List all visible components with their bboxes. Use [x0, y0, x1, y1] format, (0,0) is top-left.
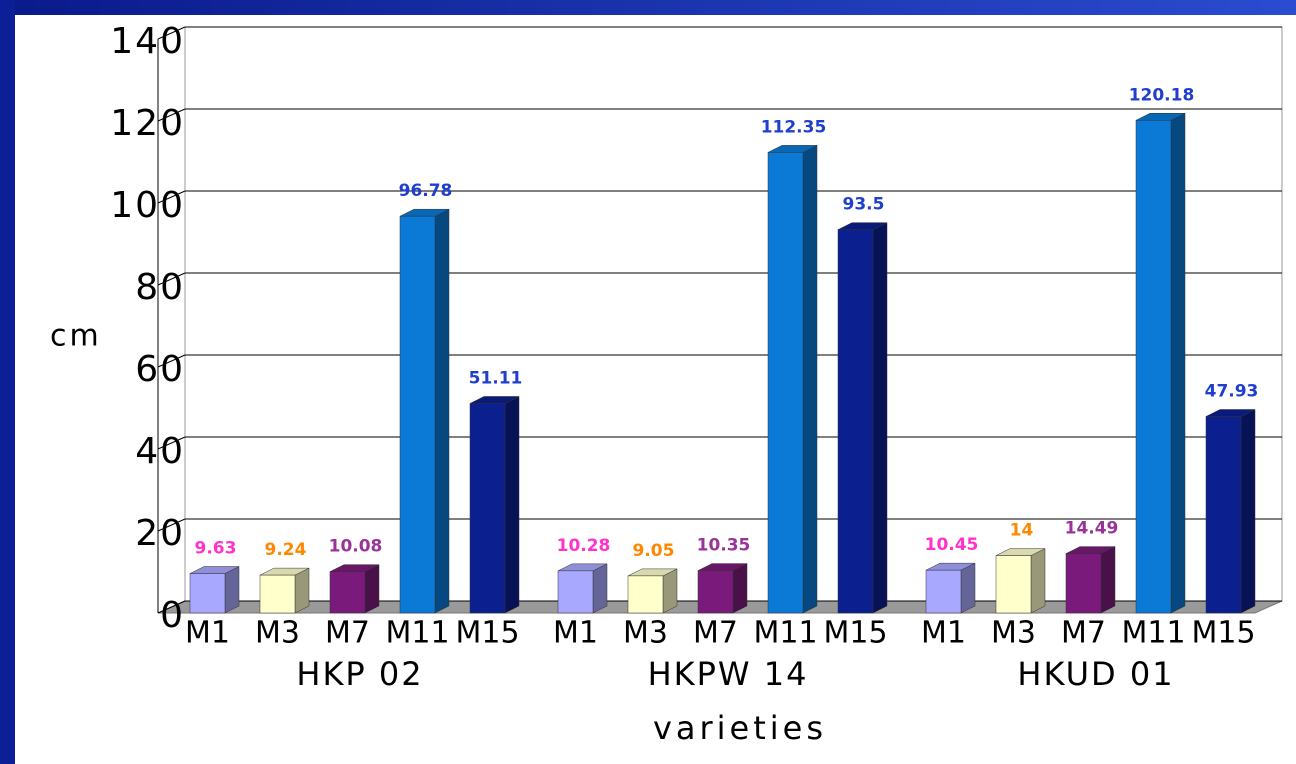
bar [1135, 120, 1172, 614]
bar [627, 575, 664, 614]
data-label: 14.49 [1065, 519, 1119, 539]
x-tick-label: M3 [255, 616, 300, 651]
data-label: 14 [1010, 521, 1034, 541]
x-tick-label: M15 [823, 616, 887, 651]
data-label: 9.24 [265, 540, 307, 560]
data-label: 51.11 [469, 368, 523, 388]
bar [925, 569, 962, 614]
y-tick-label: 120 [110, 103, 185, 144]
group-label: HKUD 01 [1017, 655, 1174, 693]
plot-bg [15, 15, 1296, 764]
x-tick-label: M11 [1121, 616, 1185, 651]
x-tick-label: M3 [623, 616, 668, 651]
data-label: 9.63 [195, 539, 237, 559]
data-label: 112.35 [761, 117, 827, 137]
y-tick-label: 60 [135, 349, 185, 390]
x-tick-label: M11 [385, 616, 449, 651]
bar-side [1170, 112, 1186, 614]
x-tick-label: M15 [455, 616, 519, 651]
group-label: HKPW 14 [648, 655, 809, 693]
grid-line-side [157, 108, 186, 122]
y-tick-label: 40 [135, 431, 185, 472]
grid-line-side [157, 272, 186, 286]
bar-side [960, 562, 976, 614]
grid-line-side [157, 436, 186, 450]
x-axis-label: varieties [653, 709, 827, 747]
y-axis-label: cm [50, 319, 102, 354]
bar-side [364, 564, 380, 614]
x-tick-label: M15 [1191, 616, 1255, 651]
bar [995, 555, 1032, 614]
grid-line-side [157, 190, 186, 204]
data-label: 9.05 [633, 541, 675, 561]
grid-line-side [157, 26, 186, 40]
group-label: HKP 02 [296, 655, 423, 693]
bar [697, 570, 734, 614]
bar [399, 215, 436, 614]
data-label: 47.93 [1205, 381, 1259, 401]
x-tick-label: M7 [1061, 616, 1106, 651]
bar-side [662, 568, 678, 614]
bar [1065, 553, 1102, 614]
x-tick-label: M3 [991, 616, 1036, 651]
x-tick-label: M1 [553, 616, 598, 651]
data-label: 96.78 [399, 181, 453, 201]
data-label: 10.08 [329, 537, 383, 557]
x-tick-label: M11 [753, 616, 817, 651]
x-tick-label: M1 [921, 616, 966, 651]
bar-side [224, 566, 240, 614]
bar [767, 152, 804, 614]
x-tick-label: M7 [325, 616, 370, 651]
bar [557, 570, 594, 614]
y-tick-label: 20 [135, 513, 185, 554]
bar [259, 574, 296, 614]
bar-side [872, 222, 888, 614]
x-tick-label: M7 [693, 616, 738, 651]
bar-side [504, 396, 520, 614]
bar [189, 573, 226, 614]
bar-side [592, 563, 608, 614]
y-tick-label: 100 [110, 185, 185, 226]
data-label: 10.45 [925, 535, 979, 555]
bar [837, 229, 874, 614]
bar [1205, 416, 1242, 614]
y-tick-label: 80 [135, 267, 185, 308]
bar [329, 571, 366, 614]
data-label: 10.28 [557, 536, 611, 556]
frame-left [0, 0, 15, 764]
grid-line-side [157, 354, 186, 368]
bar [469, 403, 506, 614]
data-label: 10.35 [697, 536, 751, 556]
bar-side [1030, 548, 1046, 614]
bar-side [802, 144, 818, 614]
bar-side [1100, 546, 1116, 614]
bar-side [434, 208, 450, 614]
x-tick-label: M1 [185, 616, 230, 651]
grid-line-side [157, 600, 186, 614]
y-tick-label: 0 [160, 595, 185, 636]
data-label: 120.18 [1129, 85, 1195, 105]
bar-side [732, 563, 748, 614]
bar-side [1240, 409, 1256, 614]
data-label: 93.5 [843, 195, 885, 215]
grid-line-side [157, 518, 186, 532]
frame-top [0, 0, 1296, 15]
bar-side [294, 567, 310, 614]
y-tick-label: 140 [110, 21, 185, 62]
